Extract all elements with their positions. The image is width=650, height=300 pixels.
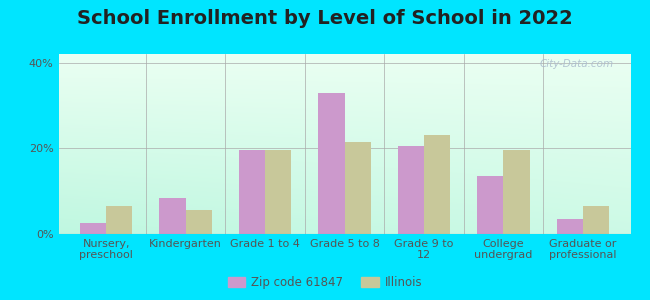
- Bar: [503, 150, 530, 234]
- Bar: [80, 223, 106, 234]
- Bar: [159, 198, 186, 234]
- Bar: [398, 146, 424, 234]
- Bar: [239, 150, 265, 234]
- Legend: Zip code 61847, Illinois: Zip code 61847, Illinois: [223, 272, 427, 294]
- Bar: [318, 93, 344, 234]
- Bar: [186, 210, 212, 234]
- Bar: [477, 176, 503, 234]
- Bar: [106, 206, 133, 234]
- Bar: [556, 219, 583, 234]
- Bar: [265, 150, 291, 234]
- Bar: [344, 142, 370, 234]
- Bar: [424, 135, 450, 234]
- Text: City-Data.com: City-Data.com: [540, 59, 614, 69]
- Text: School Enrollment by Level of School in 2022: School Enrollment by Level of School in …: [77, 9, 573, 28]
- Bar: [583, 206, 609, 234]
